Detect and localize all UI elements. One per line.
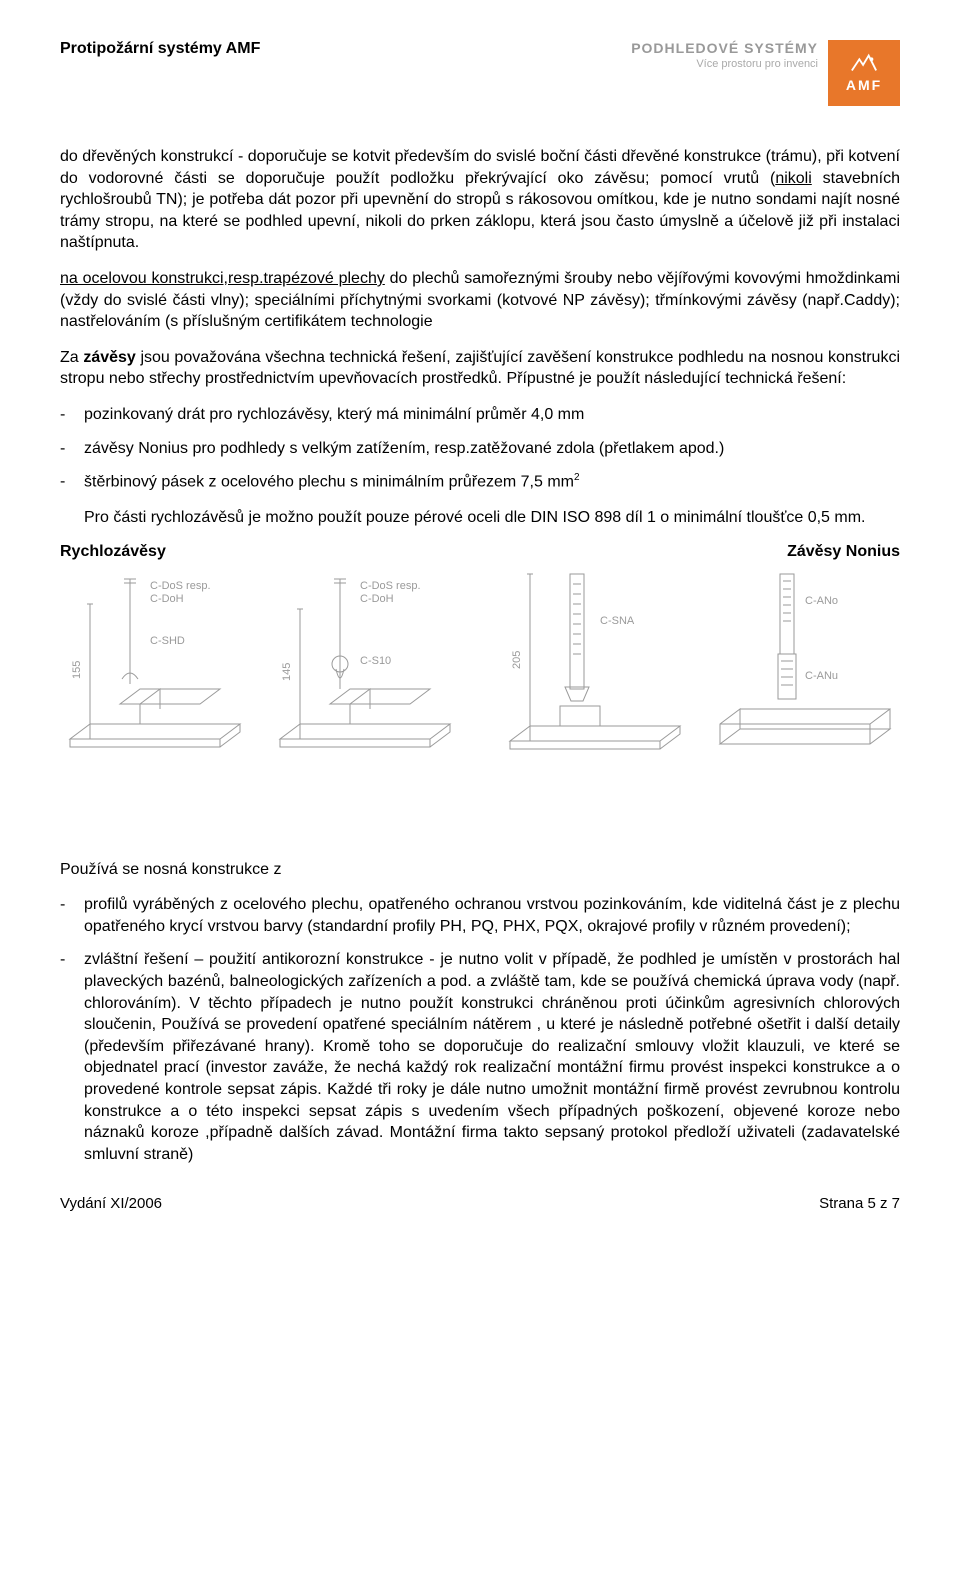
diagram-heading-left: Rychlozávěsy [60,543,166,561]
dash-icon: - [60,471,84,493]
brand-sub: Více prostoru pro invenci [631,58,818,70]
list-item-text: pozinkovaný drát pro rychlozávěsy, který… [84,404,900,426]
list-item-text: zvláštní řešení – použití antikorozní ko… [84,949,900,1165]
dash-icon: - [60,404,84,426]
hanger-diagram: C-DoS resp. C-DoH C-SHD 155 [60,569,900,819]
svg-text:C-SNA: C-SNA [600,615,635,627]
list-item-text: závěsy Nonius pro podhledy s velkým zatí… [84,438,900,460]
list-item: - závěsy Nonius pro podhledy s velkým za… [60,438,900,460]
footer-row: Vydání XI/2006 Strana 5 z 7 [60,1195,900,1212]
indent-paragraph: Pro části rychlozávěsů je možno použít p… [84,507,900,529]
footer-left: Vydání XI/2006 [60,1195,162,1212]
paragraph-2: na ocelovou konstrukci,resp.trapézové pl… [60,268,900,333]
body-text: do dřevěných konstrukcí - doporučuje se … [60,146,900,1165]
amf-logo-icon [850,53,878,73]
footer-right: Strana 5 z 7 [819,1195,900,1212]
para1-text: do dřevěných konstrukcí - doporučuje se … [60,148,900,251]
list-2: - profilů vyráběných z ocelového plechu,… [60,894,900,1165]
svg-text:145: 145 [281,662,293,680]
list-1: - pozinkovaný drát pro rychlozávěsy, kte… [60,404,900,493]
svg-text:C-DoS resp.: C-DoS resp. [150,580,211,592]
paragraph-3: Za závěsy jsou považována všechna techni… [60,347,900,390]
svg-text:C-DoH: C-DoH [360,593,394,605]
list-item-text: profilů vyráběných z ocelového plechu, o… [84,894,900,937]
amf-logo-label: AMF [846,77,882,93]
para2-runin: na ocelovou konstrukci,resp.trapézové pl… [60,270,385,287]
diagram-heading-right: Závěsy Nonius [787,543,900,561]
para3-bold: závěsy [83,349,136,366]
paragraph-4: Používá se nosná konstrukce z [60,859,900,881]
superscript: 2 [574,472,580,483]
svg-text:155: 155 [71,660,83,678]
brand-block: PODHLEDOVÉ SYSTÉMY Více prostoru pro inv… [631,40,900,106]
svg-text:C-DoS resp.: C-DoS resp. [360,580,421,592]
list-item: - profilů vyráběných z ocelového plechu,… [60,894,900,937]
para3-pre: Za [60,349,83,366]
header-row: Protipožární systémy AMF PODHLEDOVÉ SYST… [60,40,900,106]
svg-text:C-SHD: C-SHD [150,635,185,647]
brand-main: PODHLEDOVÉ SYSTÉMY [631,40,818,56]
diagram-area: C-DoS resp. C-DoH C-SHD 155 [60,569,900,819]
amf-logo: AMF [828,40,900,106]
svg-text:C-ANo: C-ANo [805,595,838,607]
dash-icon: - [60,949,84,1165]
para3-post: jsou považována všechna technická řešení… [60,349,900,388]
diagram-headings: Rychlozávěsy Závěsy Nonius [60,543,900,561]
svg-text:205: 205 [511,650,523,668]
page-header-title: Protipožární systémy AMF [60,40,260,58]
list-item: - pozinkovaný drát pro rychlozávěsy, kte… [60,404,900,426]
paragraph-1: do dřevěných konstrukcí - doporučuje se … [60,146,900,254]
svg-text:C-S10: C-S10 [360,655,391,667]
list-item: - zvláštní řešení – použití antikorozní … [60,949,900,1165]
list-item: - štěrbinový pásek z ocelového plechu s … [60,471,900,493]
svg-text:C-ANu: C-ANu [805,670,838,682]
list-item-text-main: štěrbinový pásek z ocelového plechu s mi… [84,473,574,490]
brand-text: PODHLEDOVÉ SYSTÉMY Více prostoru pro inv… [631,40,818,70]
svg-text:C-DoH: C-DoH [150,593,184,605]
dash-icon: - [60,894,84,937]
dash-icon: - [60,438,84,460]
list-item-text: štěrbinový pásek z ocelového plechu s mi… [84,471,900,493]
